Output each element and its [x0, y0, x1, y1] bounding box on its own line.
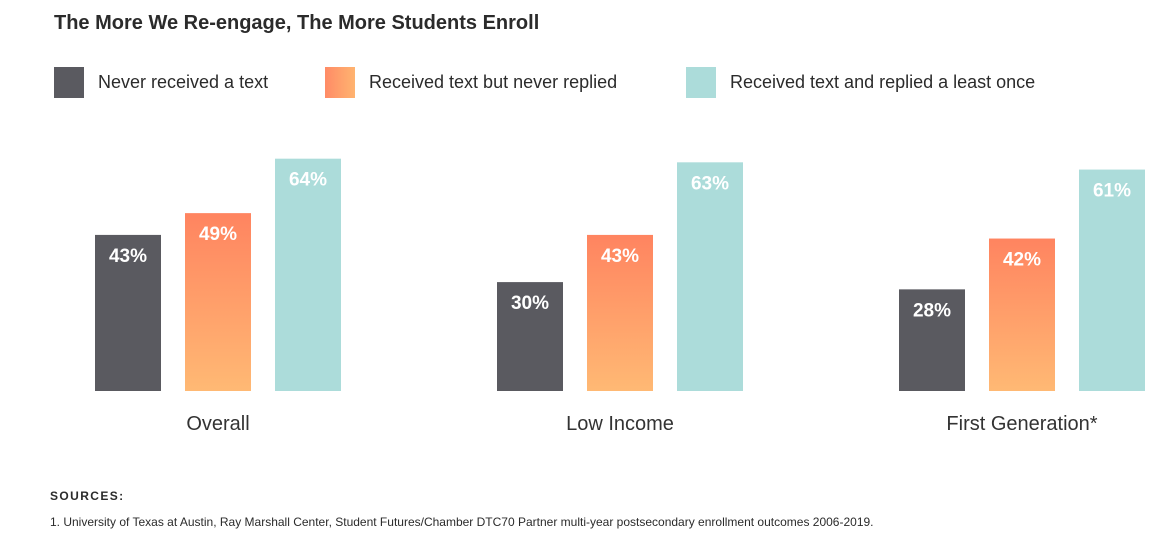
sources-note: 1. University of Texas at Austin, Ray Ma…	[50, 515, 874, 529]
data-label-first-generation-series-3: 61%	[1093, 181, 1131, 202]
data-label-overall-series-2: 49%	[199, 224, 237, 245]
data-label-overall-series-3: 64%	[289, 170, 327, 191]
data-label-overall-series-1: 43%	[109, 246, 147, 267]
bar-overall-series-3	[275, 159, 341, 391]
data-label-first-generation-series-2: 42%	[1003, 250, 1041, 271]
data-label-first-generation-series-1: 28%	[913, 300, 951, 321]
category-label-first-generation: First Generation*	[946, 413, 1097, 435]
data-label-low-income-series-1: 30%	[511, 293, 549, 314]
category-label-overall: Overall	[186, 413, 249, 435]
sources-heading: SOURCES:	[50, 489, 125, 503]
bar-low-income-series-3	[677, 162, 743, 391]
data-label-low-income-series-2: 43%	[601, 246, 639, 267]
category-label-low-income: Low Income	[566, 413, 674, 435]
data-label-low-income-series-3: 63%	[691, 173, 729, 194]
bar-first-generation-series-3	[1079, 170, 1145, 391]
